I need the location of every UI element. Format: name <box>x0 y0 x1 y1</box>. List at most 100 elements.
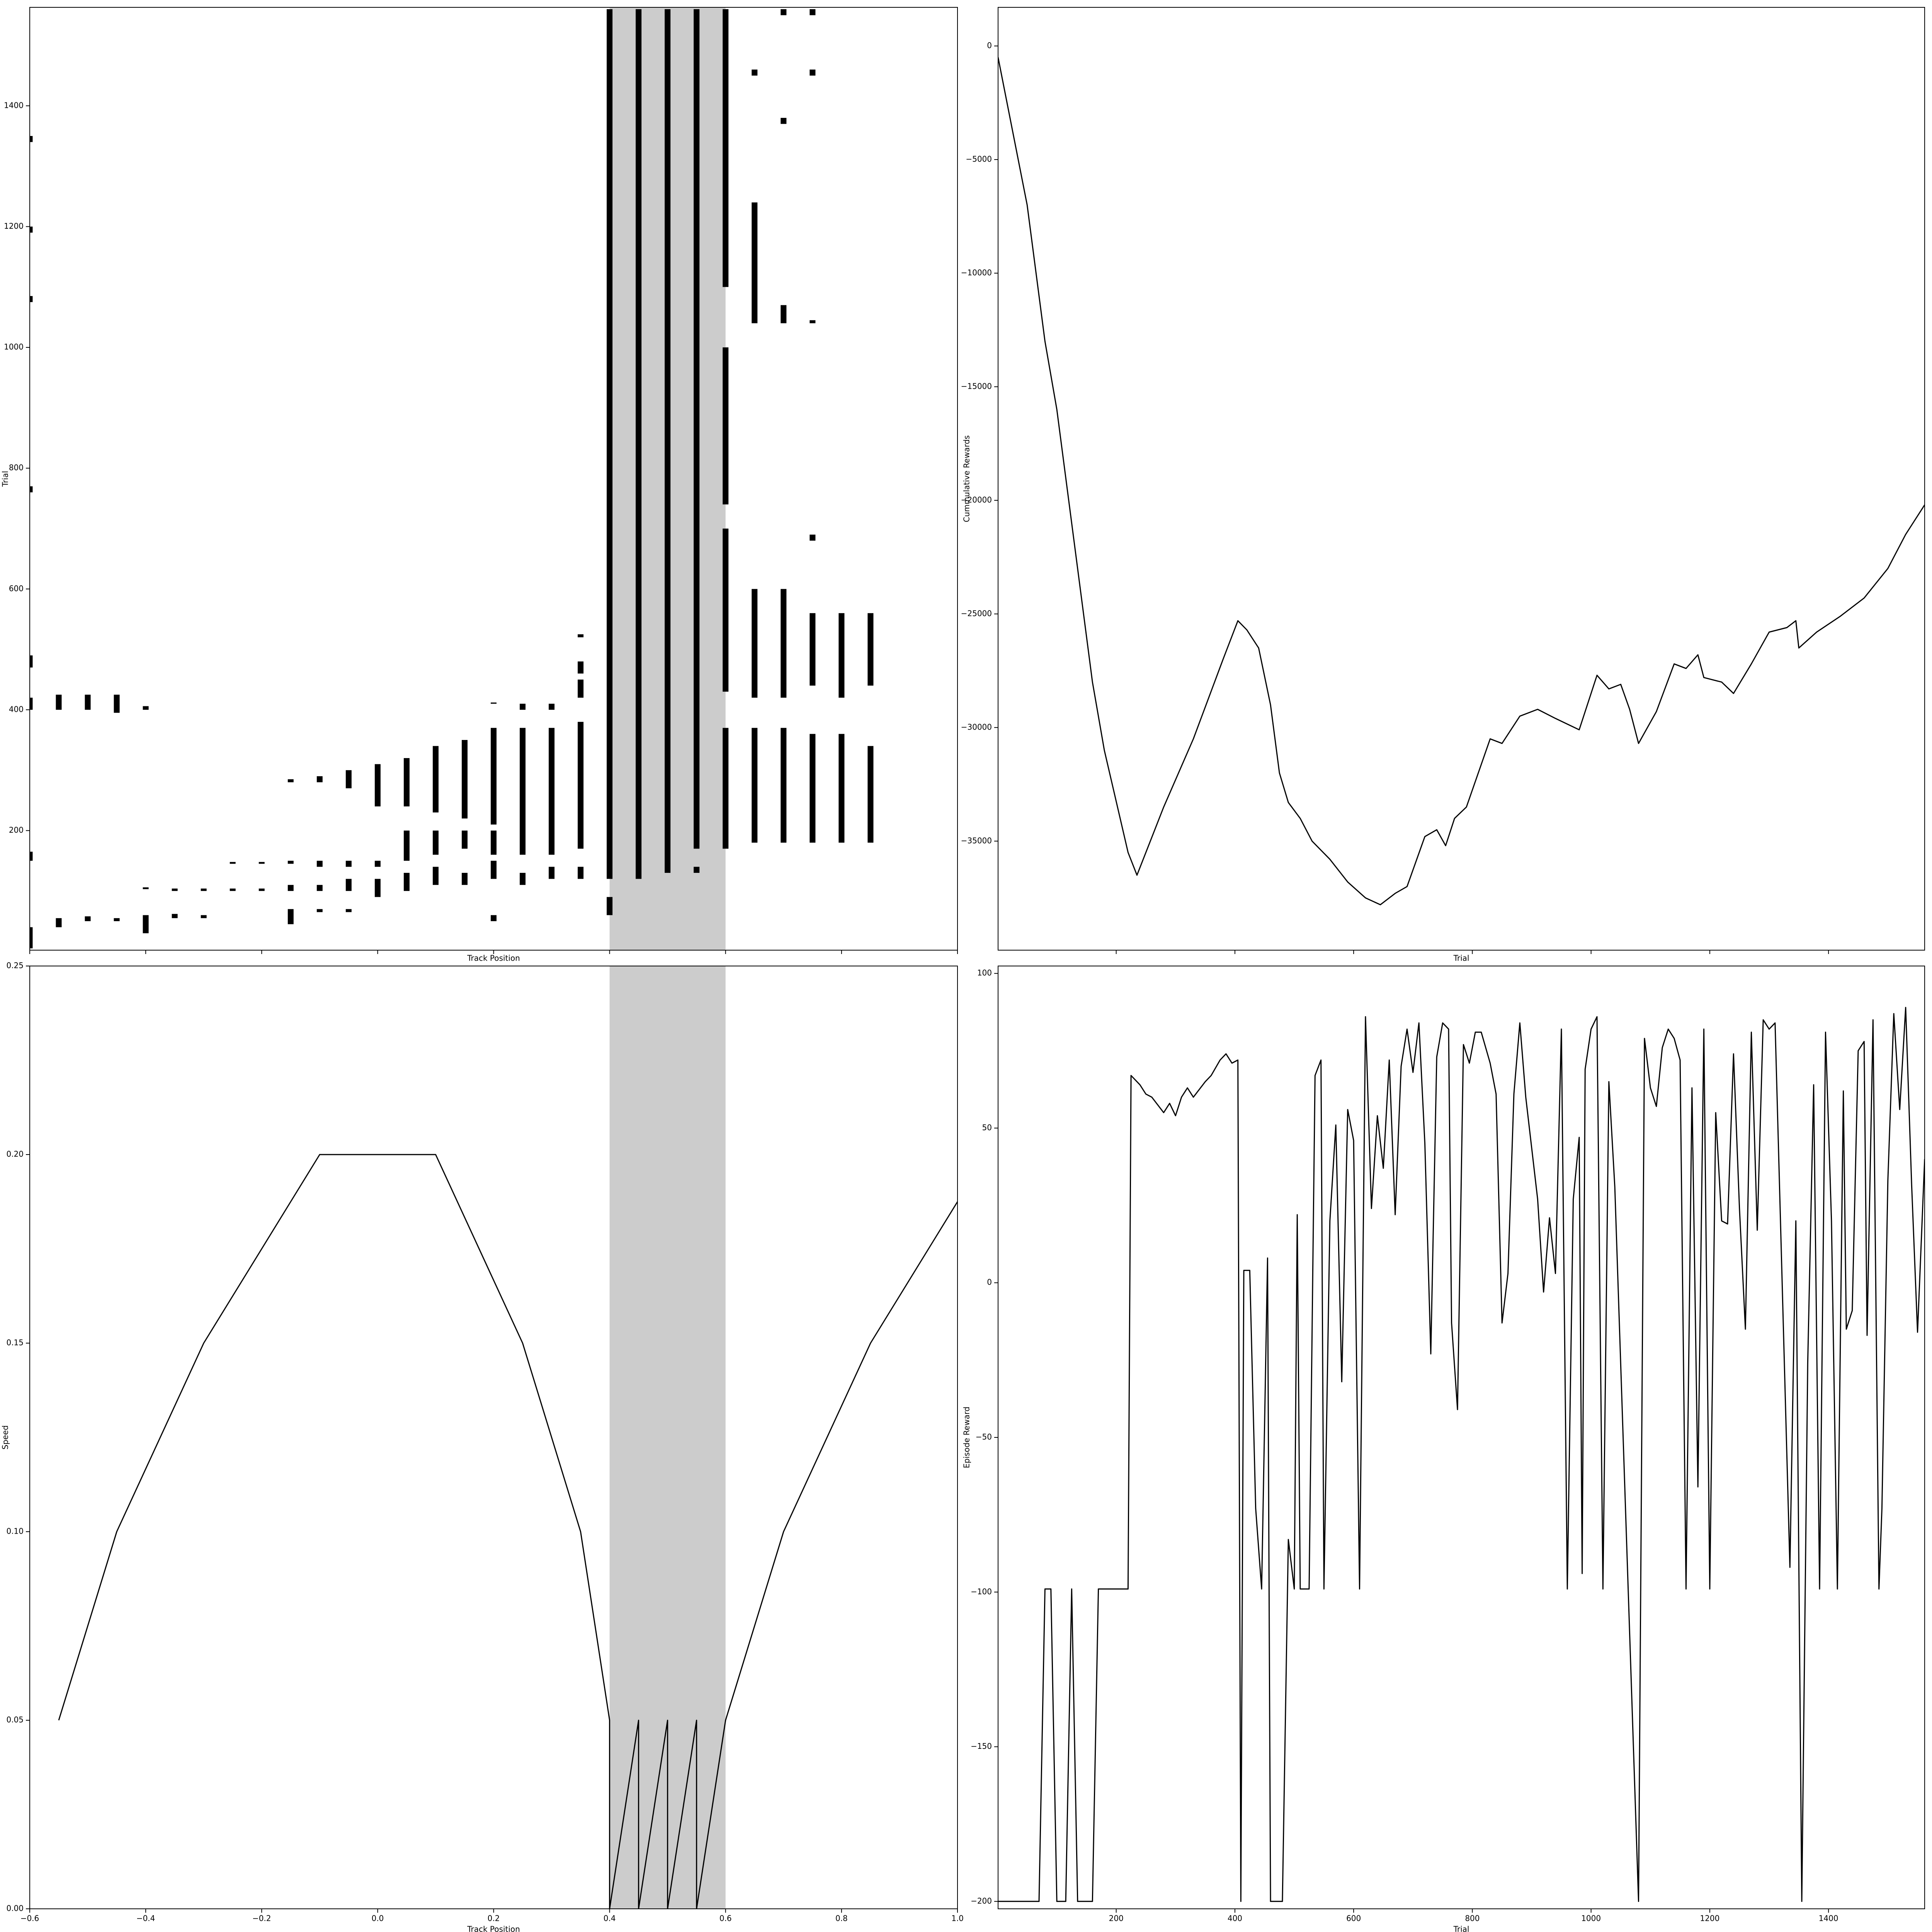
y-tick-label: 0.20 <box>6 1150 24 1159</box>
x-tick-label: −0.2 <box>252 1914 271 1923</box>
event-span <box>549 704 555 710</box>
event-span <box>259 862 265 864</box>
y-tick-label: −30000 <box>961 722 992 731</box>
event-span <box>810 9 816 15</box>
event-span <box>345 909 352 912</box>
event-span <box>30 226 33 233</box>
axes-frame <box>998 966 1925 1909</box>
x-tick-label: 0.6 <box>719 1914 732 1923</box>
event-span <box>490 702 497 704</box>
y-tick-label: −15000 <box>961 381 992 391</box>
y-tick-label: 0.15 <box>6 1338 24 1347</box>
y-tick-label: 1200 <box>4 221 24 231</box>
plot-area <box>58 966 957 1909</box>
event-span <box>838 613 845 698</box>
event-span <box>30 852 33 861</box>
event-span <box>578 634 584 638</box>
axes-frame <box>29 966 958 1909</box>
y-tick-label: 1000 <box>4 342 24 352</box>
y-axis-label: Cummulative Rewards <box>962 435 971 522</box>
event-span <box>490 861 497 879</box>
event-span <box>85 694 91 710</box>
event-span <box>549 867 555 879</box>
event-span <box>143 706 149 710</box>
y-tick-label: −35000 <box>961 836 992 845</box>
y-tick-label: 0.10 <box>6 1527 24 1536</box>
data-line <box>998 57 1925 905</box>
event-span <box>810 69 816 76</box>
event-span <box>316 909 323 912</box>
event-span <box>490 830 497 855</box>
x-tick-label: 1400 <box>1819 1914 1838 1923</box>
y-tick-label: 1400 <box>4 100 24 110</box>
event-span <box>578 722 584 849</box>
event-span <box>143 915 149 934</box>
event-span <box>30 486 33 493</box>
event-span <box>490 728 497 825</box>
event-span <box>549 728 555 855</box>
event-span <box>810 320 816 323</box>
x-tick-label: −0.6 <box>20 1914 39 1923</box>
y-tick-label: 0.05 <box>6 1715 24 1725</box>
y-tick-label: −25000 <box>961 609 992 618</box>
x-tick-label: 1200 <box>1700 1914 1719 1923</box>
event-span <box>781 118 787 124</box>
event-span <box>520 872 526 885</box>
event-span <box>578 867 584 879</box>
y-tick-label: 400 <box>9 704 24 714</box>
event-span <box>287 885 294 891</box>
y-tick-label: 0.00 <box>6 1904 24 1913</box>
event-span <box>374 861 381 867</box>
plot-area <box>998 57 1925 905</box>
y-tick-label: 0.25 <box>6 961 24 970</box>
event-span <box>867 746 874 843</box>
panel: 200 400 600 800 1000 1200 1400 −200 −150 −100 −50 0… <box>962 966 1925 1932</box>
plot-area <box>30 7 874 950</box>
event-span <box>461 872 468 885</box>
event-span <box>172 914 178 918</box>
event-span <box>259 888 265 891</box>
x-tick-label: 400 <box>1228 1914 1242 1923</box>
y-tick-label: 50 <box>982 1123 992 1132</box>
y-tick-label: −10000 <box>961 268 992 277</box>
event-span <box>781 728 787 843</box>
event-span <box>316 861 323 867</box>
event-span <box>403 830 410 861</box>
event-span <box>230 888 236 891</box>
y-axis-label: Episode Reward <box>962 1406 971 1468</box>
event-span <box>838 734 845 843</box>
x-tick-label: 200 <box>1109 1914 1124 1923</box>
event-span <box>143 887 149 889</box>
y-tick-label: 600 <box>9 584 24 593</box>
event-span <box>316 776 323 782</box>
event-span <box>520 728 526 831</box>
y-tick-label: −50 <box>976 1432 992 1442</box>
event-span <box>752 728 758 843</box>
event-span <box>520 704 526 710</box>
event-span <box>30 697 33 710</box>
event-span <box>781 589 787 698</box>
event-span <box>636 9 642 879</box>
event-span <box>723 728 729 849</box>
event-span <box>345 879 352 891</box>
x-tick-label: 600 <box>1346 1914 1361 1923</box>
event-span <box>461 830 468 849</box>
event-span <box>201 888 207 891</box>
axes-frame <box>29 7 958 951</box>
data-line <box>998 1007 1925 1902</box>
x-tick-label: 800 <box>1465 1914 1480 1923</box>
y-tick-label: 100 <box>977 968 992 978</box>
event-span <box>752 69 758 76</box>
event-span <box>56 694 62 710</box>
event-span <box>723 9 729 287</box>
event-span <box>810 613 816 686</box>
y-tick-label: 200 <box>9 825 24 835</box>
y-tick-label: −150 <box>971 1742 992 1751</box>
y-tick-label: −100 <box>971 1587 992 1596</box>
event-span <box>432 746 439 813</box>
y-tick-label: 0 <box>987 41 992 50</box>
x-axis-label: Track Position <box>467 954 520 963</box>
event-span <box>85 916 91 921</box>
event-span <box>201 915 207 918</box>
event-span <box>694 9 700 849</box>
